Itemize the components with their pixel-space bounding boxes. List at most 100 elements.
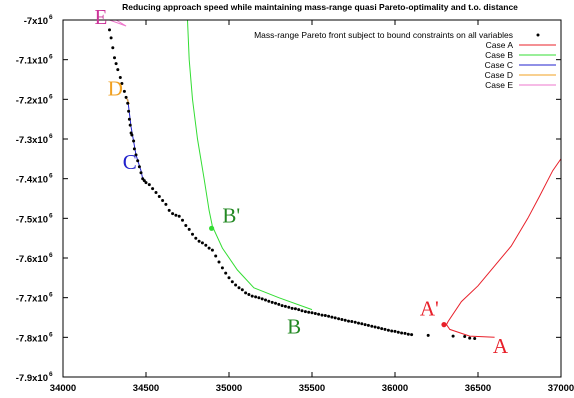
pareto-point: [116, 68, 120, 72]
pareto-point: [280, 304, 284, 308]
pareto-point: [333, 316, 337, 320]
y-tick-exponent: 6: [49, 371, 53, 378]
y-tick-label: -7.6x10: [16, 254, 48, 265]
pareto-point: [390, 329, 394, 333]
pareto-point: [373, 325, 377, 329]
pareto-point: [254, 295, 258, 299]
pareto-point: [147, 183, 151, 187]
pareto-point: [350, 320, 354, 323]
pareto-point: [167, 208, 171, 212]
pareto-point: [337, 317, 341, 321]
series-line-case-b: [187, 20, 313, 311]
y-tick-exponent: 6: [49, 133, 53, 140]
case-annotation: D: [108, 76, 123, 100]
pareto-point: [126, 101, 130, 105]
x-tick-label: 35500: [299, 383, 325, 394]
pareto-point: [184, 224, 188, 227]
pareto-point: [343, 318, 347, 322]
pareto-point: [303, 310, 307, 314]
series-line-case-e: [109, 20, 127, 27]
legend: Mass-range Pareto front subject to bound…: [254, 30, 556, 90]
pareto-point: [297, 308, 301, 312]
pareto-point: [264, 298, 267, 302]
pareto-point: [313, 312, 317, 315]
pareto-point: [118, 76, 122, 79]
pareto-point: [290, 306, 294, 310]
pareto-point: [357, 321, 360, 325]
y-tick-exponent: 6: [49, 252, 53, 259]
x-tick-label: 36500: [465, 383, 491, 394]
pareto-point: [283, 304, 287, 308]
x-tick-label: 37000: [548, 383, 574, 394]
pareto-point: [310, 311, 314, 315]
pareto-point: [363, 323, 367, 327]
pareto-point: [200, 241, 204, 245]
pareto-point: [151, 187, 155, 191]
pareto-point: [307, 310, 311, 314]
pareto-point: [274, 301, 277, 305]
y-tick-label: -7.4x10: [16, 175, 48, 186]
pareto-point: [451, 334, 455, 338]
pareto-point: [260, 297, 264, 301]
legend-label: Case D: [485, 70, 513, 80]
y-tick-exponent: 6: [49, 93, 53, 100]
pareto-point: [224, 271, 228, 275]
pareto-point: [142, 179, 146, 183]
y-tick-exponent: 6: [49, 212, 53, 219]
pareto-point: [174, 213, 178, 217]
pareto-point: [207, 246, 211, 250]
legend-label: Case B: [485, 50, 513, 60]
case-annotation: E: [95, 5, 108, 29]
pareto-point: [463, 335, 467, 338]
legend-label: Mass-range Pareto front subject to bound…: [254, 30, 513, 40]
pareto-point: [127, 109, 131, 113]
pareto-point: [317, 312, 321, 316]
pareto-point: [347, 319, 350, 323]
pareto-point: [181, 218, 184, 222]
pareto-point: [194, 236, 198, 240]
pareto-point: [132, 139, 136, 143]
pareto-point: [250, 294, 254, 298]
y-tick-label: -7.3x10: [16, 135, 48, 146]
pareto-point: [410, 333, 414, 337]
pareto-point: [386, 328, 390, 332]
pareto-point: [227, 276, 231, 280]
case-annotation: B: [287, 314, 301, 338]
pareto-point: [127, 117, 131, 121]
y-tick-exponent: 6: [49, 14, 53, 21]
pareto-point: [240, 288, 244, 292]
pareto-point: [320, 313, 324, 317]
case-annotation: C: [123, 150, 137, 174]
pareto-point: [468, 336, 472, 340]
pareto-point: [124, 95, 128, 99]
legend-label: Case A: [486, 40, 514, 50]
pareto-point: [393, 329, 397, 333]
pareto-point: [230, 280, 234, 284]
pareto-point: [177, 214, 181, 218]
annotations: E D C B' B A' A: [95, 5, 509, 358]
pareto-point: [136, 159, 140, 163]
x-tick-label: 34000: [50, 383, 76, 394]
pareto-point: [247, 293, 251, 296]
pareto-point: [171, 212, 175, 216]
y-tick-label: -7.2x10: [16, 95, 48, 106]
pareto-point: [360, 322, 364, 326]
y-tick-exponent: 6: [49, 54, 53, 61]
pareto-point: [270, 300, 274, 304]
pareto-point: [396, 330, 400, 334]
y-tick-exponent: 6: [49, 292, 53, 299]
pareto-point: [214, 254, 218, 258]
pareto-point: [383, 327, 387, 331]
pareto-point: [197, 239, 201, 243]
pareto-point: [144, 181, 148, 185]
y-tick-label: -7x10: [24, 16, 48, 27]
pareto-point: [113, 56, 116, 60]
y-tick-label: -7.1x10: [16, 56, 48, 67]
pareto-point: [400, 331, 404, 335]
x-tick-label: 35000: [216, 383, 242, 394]
pareto-point: [376, 326, 380, 330]
pareto-point: [161, 199, 165, 202]
pareto-point: [114, 62, 118, 66]
pareto-point: [139, 171, 143, 175]
